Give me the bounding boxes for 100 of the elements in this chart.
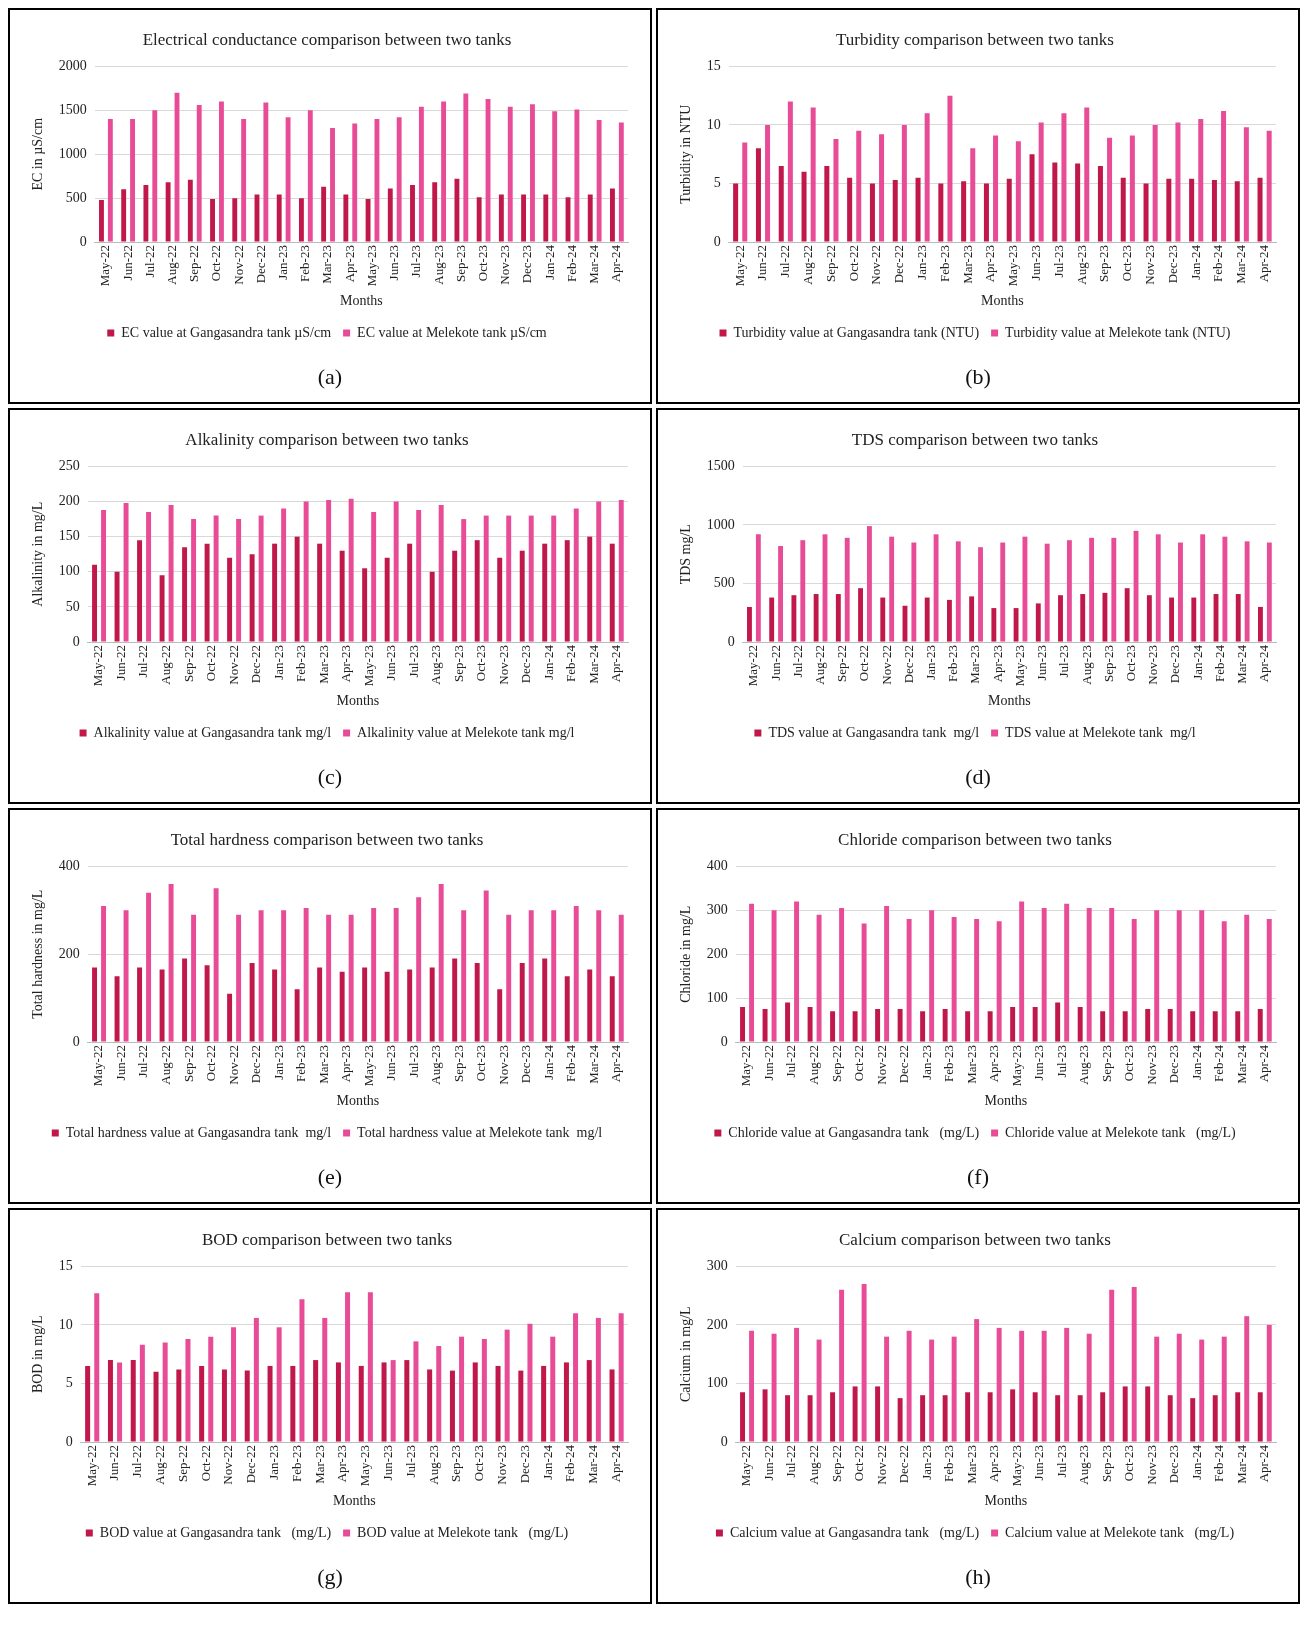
- x-tick-label: Jun-23: [386, 245, 402, 281]
- bar: [993, 135, 999, 242]
- x-tick-label: Jul-22: [783, 1045, 799, 1078]
- x-tick-label: May-23: [1005, 245, 1021, 287]
- bar: [1244, 541, 1250, 642]
- x-tick-label: Sep-23: [1098, 1445, 1114, 1482]
- x-tick-label: Jan-24: [540, 1044, 556, 1080]
- text: (d): [964, 763, 992, 791]
- x-tick-label: Jun-23: [1031, 1445, 1047, 1481]
- bar: [618, 122, 624, 242]
- bar: [236, 914, 242, 1042]
- legend-label: TDS value at Gangasandra tank mg/l: [768, 724, 980, 740]
- y-tick-label: 10: [706, 116, 721, 132]
- bar: [755, 148, 761, 242]
- bar: [168, 883, 174, 1042]
- bar: [618, 1313, 624, 1442]
- bar: [858, 588, 863, 642]
- bar: [1222, 536, 1228, 642]
- y-tick-label: 0: [727, 633, 735, 649]
- x-tick-label: Jun-23: [1028, 245, 1044, 281]
- bar: [564, 976, 570, 1042]
- x-tick-label: Jul-23: [1053, 1045, 1069, 1078]
- bar: [847, 177, 853, 242]
- x-tick-label: Apr-24: [608, 644, 624, 683]
- bar: [839, 908, 845, 1042]
- x-tick-label: Feb-24: [563, 1044, 579, 1082]
- bar: [747, 606, 752, 642]
- bar: [541, 1365, 547, 1442]
- bar: [92, 967, 98, 1042]
- x-tick-label: Jan-24: [541, 244, 557, 280]
- bar: [204, 965, 210, 1042]
- x-tick-label: Dec-22: [896, 1045, 912, 1084]
- chart-title: Chloride comparison between two tanks: [838, 829, 1112, 849]
- text: (g): [316, 1563, 344, 1591]
- bar: [564, 540, 570, 642]
- bar: [497, 989, 503, 1042]
- bar: [199, 1365, 205, 1442]
- bar: [130, 119, 136, 242]
- bar: [258, 515, 264, 642]
- bar: [609, 1369, 615, 1442]
- x-tick-label: Aug-23: [1076, 1445, 1092, 1485]
- bar: [1089, 537, 1095, 642]
- x-tick-label: Dec-22: [900, 645, 916, 684]
- bar: [1029, 154, 1035, 242]
- x-tick-label: Jan-23: [270, 1045, 286, 1080]
- bar: [530, 104, 535, 242]
- bar: [550, 1336, 556, 1442]
- x-tick-label: Apr-23: [334, 1445, 350, 1483]
- bar: [1154, 910, 1160, 1042]
- legend-label: BOD value at Gangasandra tank (mg/L): [99, 1524, 332, 1541]
- x-tick-label: Sep-23: [452, 245, 468, 282]
- bar: [317, 543, 323, 642]
- x-tick-label: May-22: [83, 1445, 99, 1487]
- bar: [416, 897, 422, 1042]
- bar: [1257, 1009, 1263, 1042]
- x-tick-label: Aug-23: [430, 245, 446, 285]
- x-tick-label: Aug-22: [800, 245, 816, 285]
- bar: [303, 501, 309, 642]
- bar: [1131, 919, 1137, 1042]
- bar: [1100, 1392, 1106, 1442]
- bar: [915, 177, 921, 242]
- bar: [1097, 165, 1103, 242]
- bar: [1044, 543, 1050, 642]
- bar: [159, 575, 165, 642]
- x-tick-label: Mar-24: [1233, 1444, 1249, 1484]
- bar: [461, 519, 467, 642]
- bar: [749, 1330, 755, 1442]
- bar: [299, 1299, 305, 1442]
- bar: [348, 498, 354, 642]
- x-tick-label: Aug-23: [1078, 645, 1094, 685]
- bar: [182, 958, 188, 1042]
- bar: [152, 110, 158, 242]
- bar: [139, 1344, 145, 1442]
- bar: [114, 976, 120, 1042]
- x-tick-label: Mar-23: [311, 1445, 327, 1484]
- bar: [1038, 122, 1044, 242]
- bar: [1266, 1324, 1272, 1442]
- bar: [362, 568, 368, 642]
- x-tick-label: Aug-22: [163, 245, 179, 285]
- bar: [1019, 901, 1025, 1042]
- x-tick-label: Nov-22: [868, 245, 884, 285]
- bar: [551, 515, 557, 642]
- bar: [1035, 603, 1041, 642]
- bar: [762, 1009, 768, 1042]
- bar: [101, 509, 107, 642]
- bar: [407, 969, 413, 1042]
- bar: [427, 1369, 433, 1442]
- x-tick-label: Feb-24: [1210, 244, 1226, 282]
- x-tick-label: May-22: [90, 1045, 106, 1087]
- x-tick-label: Feb-23: [945, 645, 961, 682]
- bar: [1167, 1395, 1173, 1442]
- bar: [404, 1360, 410, 1442]
- text: (h): [964, 1563, 992, 1591]
- bar: [322, 1317, 328, 1442]
- bar: [955, 541, 961, 642]
- bar: [454, 178, 460, 242]
- x-tick-label: Apr-23: [338, 645, 354, 683]
- bar: [1084, 107, 1090, 242]
- bar: [438, 505, 444, 642]
- x-tick-label: Jan-24: [539, 1444, 555, 1480]
